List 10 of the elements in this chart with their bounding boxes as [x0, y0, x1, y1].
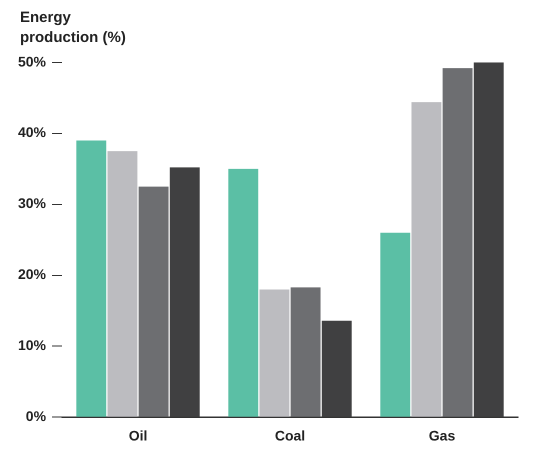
- y-tick-label: 50%: [18, 53, 47, 70]
- y-tick-label: 30%: [18, 195, 47, 212]
- y-tick-label: 20%: [18, 266, 47, 282]
- x-tick-label: Gas: [428, 427, 456, 444]
- y-tick-label: 40%: [18, 124, 47, 140]
- y-tick-label: 10%: [18, 337, 47, 354]
- x-tick-label: Oil: [128, 427, 148, 444]
- x-tick-label: Coal: [274, 427, 306, 444]
- y-tick-label: 0%: [26, 408, 47, 424]
- y-axis-title: Energy production (%): [20, 8, 127, 48]
